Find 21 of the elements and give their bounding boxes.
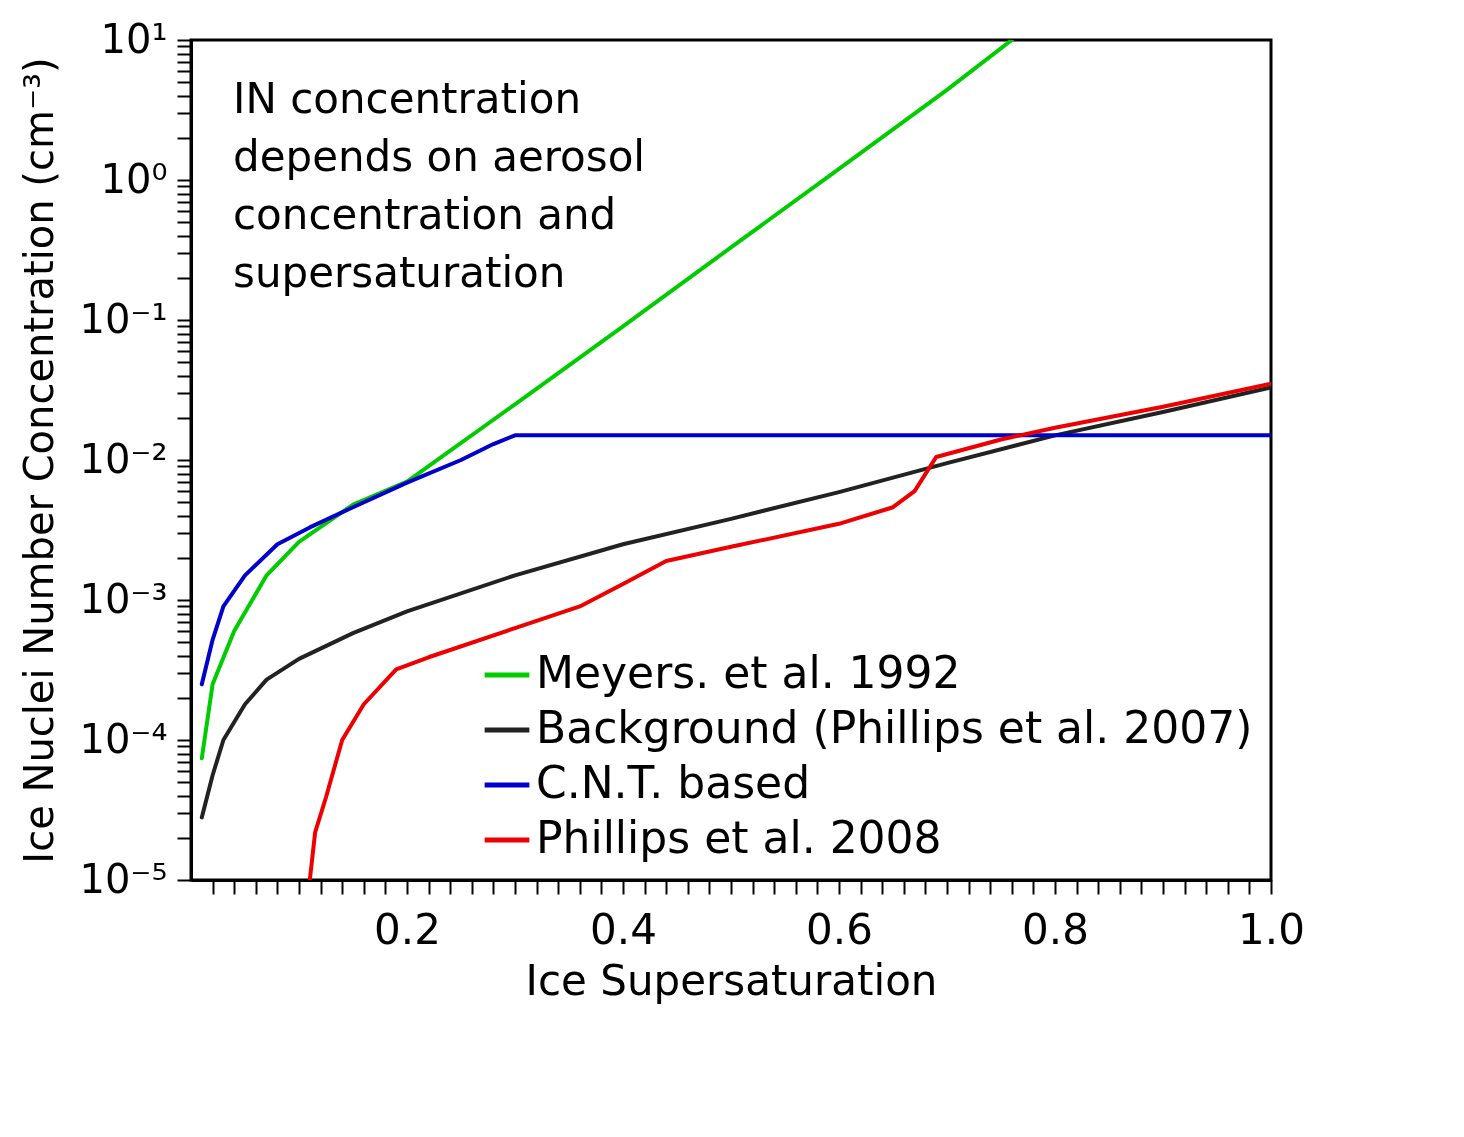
x-tick-label: 0.2 <box>374 904 441 954</box>
x-tick-label: 0.6 <box>806 904 873 954</box>
x-axis-title: Ice Supersaturation <box>525 955 938 1005</box>
x-tick-label: 1.0 <box>1238 904 1305 954</box>
x-tick-label: 0.8 <box>1022 904 1089 954</box>
legend-label: Background (Phillips et al. 2007) <box>536 702 1253 753</box>
legend-label: Meyers. et al. 1992 <box>536 647 961 698</box>
y-tick-label: 10⁻¹ <box>79 295 168 342</box>
y-tick-label: 10⁻² <box>79 435 168 482</box>
y-tick-label: 10⁰ <box>100 155 168 202</box>
legend-label: C.N.T. based <box>536 757 811 808</box>
line-series <box>199 385 1271 820</box>
x-tick-label: 0.4 <box>590 904 657 954</box>
y-axis-title: Ice Nuclei Number Concentration (cm⁻³) <box>16 57 63 864</box>
line-series <box>307 381 1271 880</box>
annotation: IN concentration depends on aerosol concentration and supersaturation <box>233 74 646 297</box>
legend-label: Phillips et al. 2008 <box>536 812 942 863</box>
y-tick-label: 10¹ <box>100 15 168 62</box>
y-tick-label: 10⁻³ <box>79 575 168 622</box>
y-tick-label: 10⁻⁵ <box>79 855 168 902</box>
y-tick-label: 10⁻⁴ <box>79 715 168 762</box>
